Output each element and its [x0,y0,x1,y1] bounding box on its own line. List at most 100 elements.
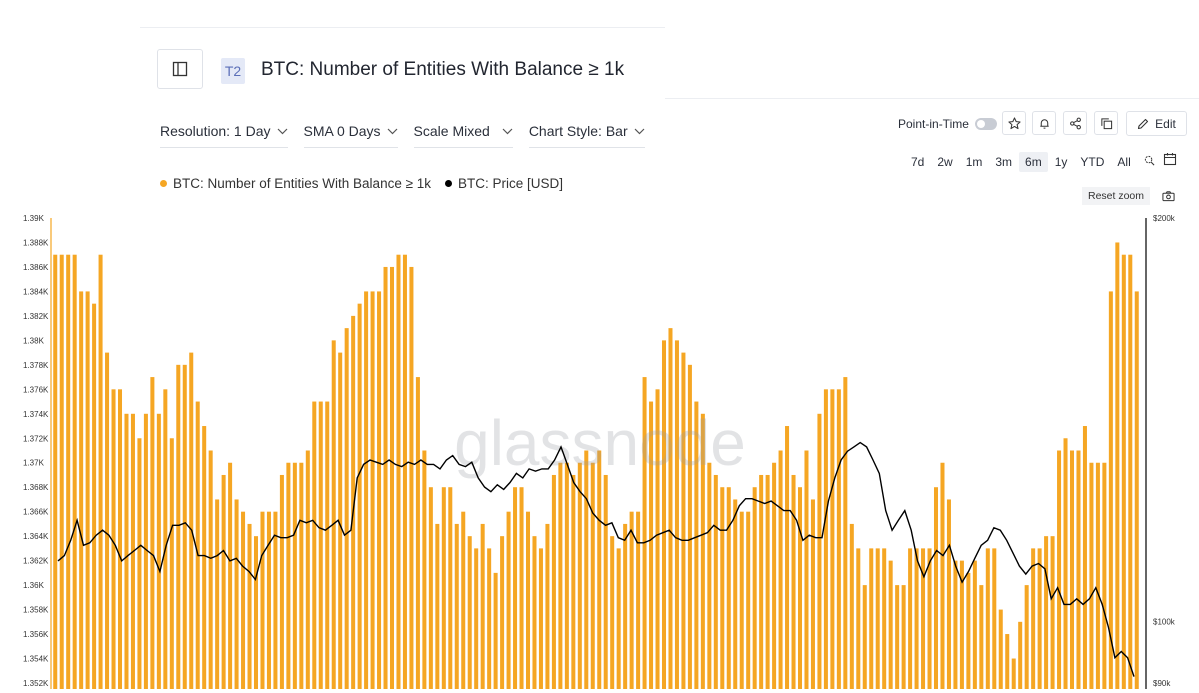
bar[interactable] [584,450,589,690]
bar[interactable] [474,548,479,689]
bar[interactable] [253,536,259,689]
bar[interactable] [739,511,744,689]
bar[interactable] [778,450,783,690]
bar[interactable] [377,291,382,689]
bar[interactable] [1076,450,1081,690]
bar[interactable] [921,548,926,689]
range-all[interactable]: All [1117,155,1131,169]
bar[interactable] [1024,585,1029,689]
bar[interactable] [79,291,84,689]
bar[interactable] [448,487,453,689]
bar[interactable] [830,389,835,689]
bar[interactable] [772,462,777,689]
bar[interactable] [1115,242,1120,689]
bar[interactable] [1011,658,1016,689]
bar[interactable] [435,523,440,689]
bar[interactable] [843,377,848,689]
bar[interactable] [370,291,375,689]
bar[interactable] [1018,621,1023,689]
bar[interactable] [603,474,608,689]
bar[interactable] [895,585,900,689]
bar[interactable] [117,389,123,689]
bar[interactable] [480,523,485,689]
bar[interactable] [629,511,634,689]
bar[interactable] [500,536,505,689]
bar[interactable] [1050,536,1055,689]
bar[interactable] [1031,548,1036,689]
bar[interactable] [785,426,790,689]
bar[interactable] [564,462,569,689]
legend-entities[interactable]: BTC: Number of Entities With Balance ≥ 1… [160,176,431,191]
bar[interactable] [992,548,997,689]
range-1m[interactable]: 1m [965,155,983,169]
bar[interactable] [797,487,803,689]
bar[interactable] [571,474,576,689]
bar[interactable] [150,377,155,689]
bar[interactable] [1005,634,1010,689]
bar[interactable] [389,266,395,689]
bar[interactable] [299,462,304,689]
reset-zoom-button[interactable]: Reset zoom [1082,187,1151,205]
bar[interactable] [266,511,271,689]
bar[interactable] [1082,426,1087,689]
chart-style-dropdown[interactable]: Chart Style: Bar [528,123,645,148]
legend-price[interactable]: BTC: Price [USD] [445,176,563,191]
bar[interactable] [804,450,809,690]
bar[interactable] [273,511,278,689]
bar[interactable] [668,328,673,689]
bar[interactable] [927,548,932,689]
bar[interactable] [241,511,246,689]
bar[interactable] [681,352,686,689]
resolution-dropdown[interactable]: Resolution: 1 Day [160,123,288,148]
bar[interactable] [312,401,317,689]
point-in-time-toggle[interactable] [974,118,997,130]
bar[interactable] [713,474,718,689]
bar[interactable] [189,352,194,689]
bar[interactable] [972,560,977,689]
bar[interactable] [746,511,751,689]
bar[interactable] [357,303,362,689]
bar[interactable] [338,352,343,689]
favorite-button[interactable] [1002,111,1026,135]
bar[interactable] [169,438,174,689]
bar[interactable] [351,315,356,689]
bar[interactable] [234,499,239,689]
bar[interactable] [519,487,524,689]
bar[interactable] [597,450,602,690]
bar[interactable] [577,462,582,689]
bar[interactable] [402,254,407,689]
bar[interactable] [558,462,563,689]
bar[interactable] [908,548,913,689]
bar[interactable] [875,548,880,689]
bar[interactable] [1044,536,1049,689]
bar[interactable] [1057,450,1062,690]
bar[interactable] [325,401,330,689]
scale-dropdown[interactable]: Scale Mixed [413,123,513,148]
range-ytd[interactable]: YTD [1080,155,1105,169]
bar[interactable] [817,413,822,689]
bar[interactable] [985,548,990,689]
bar[interactable] [661,340,667,689]
bar[interactable] [1089,462,1094,689]
bar[interactable] [292,462,297,689]
bar[interactable] [454,523,459,689]
range-6m[interactable]: 6m [1019,152,1048,172]
copy-button[interactable] [1094,111,1118,135]
bar[interactable] [946,499,951,689]
bar[interactable] [182,364,187,689]
bar[interactable] [344,328,349,689]
bar[interactable] [1037,548,1042,689]
bar[interactable] [545,523,550,689]
bar[interactable] [163,389,168,689]
bar[interactable] [687,364,692,689]
bar[interactable] [765,474,770,689]
bar[interactable] [1134,291,1139,689]
alert-button[interactable] [1032,111,1056,135]
bar[interactable] [156,413,161,689]
bar[interactable] [247,523,252,689]
bar[interactable] [707,462,712,689]
bar[interactable] [933,487,939,689]
bar[interactable] [396,254,401,689]
bar[interactable] [409,266,414,689]
bar[interactable] [836,389,841,689]
